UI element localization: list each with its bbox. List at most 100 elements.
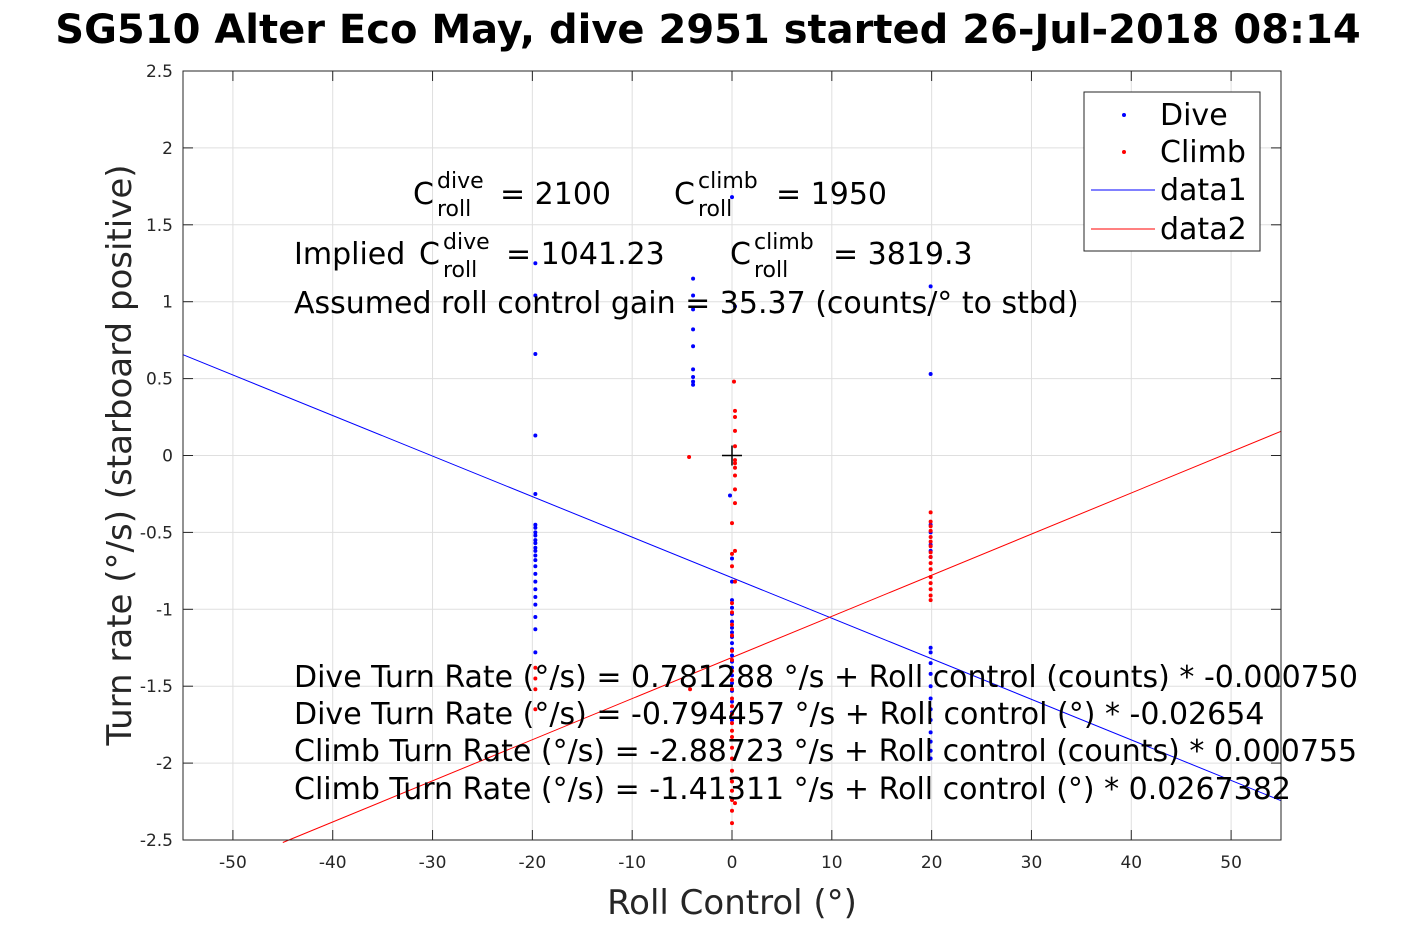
point-dive	[533, 602, 538, 607]
x-tick-label: -30	[419, 853, 447, 873]
point-dive	[928, 284, 933, 289]
legend-label-climb: Climb	[1160, 135, 1246, 170]
point-climb	[928, 575, 933, 580]
point-dive	[928, 645, 933, 650]
point-dive	[730, 579, 734, 584]
point-dive	[928, 650, 933, 655]
point-dive	[533, 525, 538, 530]
tick-labels: -50 -40 -30 -20 -10 0 10 20 30 40 50-2.5-2-1.5-1-0…	[140, 62, 1242, 873]
y-tick-label: 2	[162, 139, 173, 159]
svg-text:= 3819.3: = 3819.3	[833, 237, 973, 272]
point-climb	[928, 587, 933, 592]
point-dive	[533, 541, 538, 546]
point-dive	[533, 538, 538, 543]
svg-text:roll: roll	[698, 197, 732, 222]
svg-text:climb: climb	[754, 230, 814, 255]
point-climb	[730, 734, 734, 739]
point-dive	[691, 375, 696, 380]
point-dive	[533, 558, 538, 563]
point-dive	[730, 598, 734, 603]
annotation-gain: Assumed roll control gain = 35.37 (count…	[294, 286, 1079, 321]
svg-text:C: C	[674, 177, 695, 212]
point-dive	[730, 673, 734, 678]
point-climb	[730, 622, 734, 627]
point-dive	[928, 718, 933, 723]
point-climb	[928, 567, 933, 572]
svg-text:roll: roll	[754, 258, 788, 283]
point-dive	[728, 493, 733, 498]
point-climb	[533, 707, 538, 712]
point-climb	[732, 465, 737, 470]
y-tick-label: 1	[162, 293, 173, 313]
y-tick-label: -2	[156, 754, 173, 774]
x-axis-label: Roll Control (°)	[607, 883, 857, 923]
point-climb	[687, 455, 692, 460]
svg-text:roll: roll	[443, 258, 477, 283]
svg-text:dive: dive	[443, 230, 490, 255]
point-climb	[928, 519, 933, 524]
x-tick-label: -20	[518, 853, 546, 873]
point-dive	[730, 665, 734, 670]
point-dive	[691, 379, 696, 384]
fit-lines	[182, 354, 1282, 843]
fit-line-data2	[282, 430, 1282, 843]
annotation-eq2: Dive Turn Rate (°/s) = -0.794457 °/s + R…	[294, 697, 1264, 732]
annotation-implied: Implied C dive roll = 1041.23 C climb ro…	[294, 230, 973, 283]
point-climb	[730, 564, 734, 569]
point-dive	[691, 382, 696, 387]
data-points	[533, 195, 933, 826]
y-tick-label: 1.5	[146, 216, 173, 236]
point-dive	[928, 756, 933, 761]
point-dive	[928, 748, 933, 753]
point-climb	[732, 444, 737, 449]
point-dive	[533, 627, 538, 632]
point-climb	[730, 788, 734, 793]
svg-text:roll: roll	[437, 197, 471, 222]
x-tick-label: -40	[319, 853, 347, 873]
point-dive	[533, 261, 538, 266]
annotation-eq3: Climb Turn Rate (°/s) = -2.88723 °/s + R…	[294, 734, 1357, 769]
point-climb	[732, 458, 737, 463]
center-marker	[722, 445, 742, 466]
point-climb	[730, 696, 734, 701]
point-climb	[533, 665, 538, 670]
point-climb	[928, 550, 933, 555]
point-climb	[732, 487, 737, 492]
point-dive	[533, 650, 538, 655]
point-climb	[928, 539, 933, 544]
fit-line-data1	[182, 354, 1282, 802]
point-climb	[730, 678, 734, 683]
point-climb	[730, 704, 734, 709]
point-dive	[533, 564, 538, 569]
point-climb	[730, 779, 734, 784]
point-climb	[730, 711, 734, 716]
y-tick-label: 0.5	[146, 370, 173, 390]
point-climb	[732, 579, 737, 584]
point-dive	[928, 661, 933, 666]
y-tick-label: -1	[156, 600, 173, 620]
point-climb	[928, 528, 933, 533]
point-dive	[730, 641, 734, 646]
annotation-eq1: Dive Turn Rate (°/s) = 0.781288 °/s + Ro…	[294, 660, 1358, 695]
annotation-c-climb: C climb roll = 1950	[674, 169, 887, 222]
point-dive	[730, 625, 734, 630]
point-climb	[928, 598, 933, 603]
legend: Dive Climb data1 data2	[1083, 91, 1261, 252]
point-climb	[928, 581, 933, 586]
point-dive	[533, 545, 538, 550]
point-climb	[730, 768, 734, 773]
legend-swatch-dive	[1122, 113, 1126, 117]
point-dive	[691, 307, 696, 312]
y-tick-label: -2.5	[140, 831, 173, 851]
point-dive	[691, 344, 696, 349]
tick-marks	[183, 70, 1281, 841]
point-dive	[730, 630, 734, 635]
point-dive	[533, 579, 538, 584]
point-dive	[730, 653, 734, 658]
point-climb	[730, 808, 734, 813]
x-tick-label: 40	[1120, 853, 1142, 873]
point-climb	[732, 473, 737, 478]
point-dive	[730, 556, 734, 561]
point-dive	[533, 433, 538, 438]
